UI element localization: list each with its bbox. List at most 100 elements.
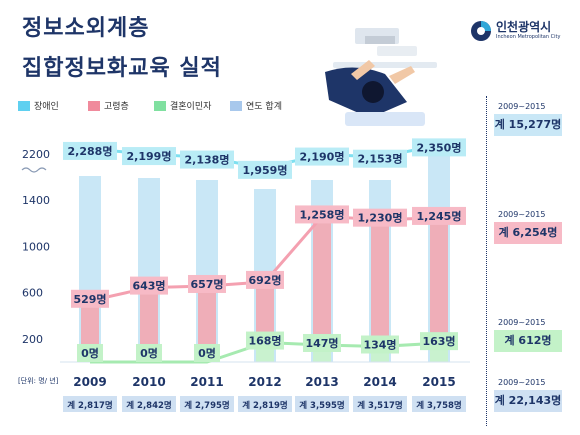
yearly-total-label: 계 2,819명 [242,400,288,411]
legend-label-disabled: 장애인 [34,102,59,112]
x-tick-label: 2015 [422,375,455,389]
summary-total: 계 15,277명 [494,114,562,136]
immigrant-data-label-bg [420,332,458,351]
elderly-bar [371,219,389,362]
elderly-data-label: 643명 [132,279,165,293]
x-tick-label: 2009 [73,375,106,389]
elderly-data-label-bg [412,206,466,225]
summary-period: 2009~2015 [498,318,546,327]
immigrant-data-label: 0명 [81,346,99,360]
disabled-data-label: 2,190명 [300,150,345,164]
immigrant-data-label: 0명 [198,346,216,360]
yearly-total-bg [412,396,466,412]
summary-column: 2009~2015 계 15,277명 2009~2015 계 6,254명 2009~… [490,0,580,435]
immigrant-data-label-bg [246,331,284,350]
page-title-line1: 정보소외계층 [22,16,150,41]
y-tick-label: 2200 [22,148,50,161]
yearly-total-label: 계 3,517명 [357,400,403,411]
yearly-total-bg [295,396,349,412]
logo-name: 인천광역시 [496,20,552,34]
disabled-data-label: 2,199명 [127,149,172,163]
y-tick-label: 1400 [22,194,50,207]
summary-total: 계 22,143명 [494,390,562,412]
disabled-data-label-bg [122,147,176,166]
yearly-total-label: 계 3,595명 [299,400,345,411]
legend-label-elderly: 고령층 [104,102,129,112]
x-tick-label: 2013 [305,375,338,389]
immigrant-data-label: 147명 [305,336,338,350]
y-tick-label: 600 [22,287,43,300]
immigrant-data-label: 168명 [248,334,281,348]
immigrant-data-label-bg [303,333,341,352]
summary-total: 계 612명 [494,330,562,352]
immigrant-data-label: 134명 [363,337,396,351]
x-tick-label: 2010 [132,375,165,389]
disabled-data-label: 2,288명 [68,144,113,158]
unit-label: [단위: 명/ 년] [18,376,59,385]
yearly-total-bg [180,396,234,412]
legend-swatch-disabled [18,101,30,111]
yearly-total-bg [238,396,292,412]
summary-period: 2009~2015 [498,102,546,111]
disabled-data-label-bg [353,149,407,168]
yearly-total-label: 계 2,795명 [184,400,230,411]
elderly-bar [430,217,448,362]
y-tick-label: 200 [22,333,43,346]
yearly-total-label: 계 2,842명 [126,400,172,411]
elderly-data-label: 692명 [248,273,281,287]
elderly-bar [140,287,158,362]
elderly-data-label-bg [71,289,109,308]
elderly-data-label-bg [130,276,168,295]
immigrant-data-label-bg [136,344,162,362]
elderly-data-label: 1,258명 [300,207,345,221]
elderly-data-label: 1,230명 [358,211,403,225]
x-tick-label: 2012 [248,375,281,389]
summary-total: 계 6,254명 [494,222,562,244]
legend-swatch-immigrant [154,101,166,111]
disabled-data-label: 2,138명 [185,153,230,167]
disabled-data-label-bg [412,138,466,157]
incheon-emblem-icon [471,21,491,41]
elderly-bar [313,216,331,362]
elderly-data-label: 1,245명 [417,209,462,223]
legend-swatch-elderly [88,101,100,111]
x-tick-label: 2014 [363,375,396,389]
logo-subtitle: Incheon Metropolitan City [496,34,561,40]
legend-label-total: 연도 합계 [246,102,282,112]
immigrant-data-label: 163명 [422,334,455,348]
chart-legend: 장애인 고령층 결혼이민자 연도 합계 [18,98,318,114]
summary-period: 2009~2015 [498,378,546,387]
disabled-data-label: 2,153명 [358,152,403,166]
elderly-data-label-bg [295,205,349,224]
yearly-total-bg [63,396,117,412]
disabled-data-label-bg [63,141,117,160]
yearly-total-bg [122,396,176,412]
summary-period: 2009~2015 [498,210,546,219]
summary-divider [486,96,487,426]
x-tick-label: 2011 [190,375,223,389]
immigrant-data-label-bg [194,344,220,362]
axis-break-mark [21,167,47,173]
city-logo: 인천광역시 Incheon Metropolitan City [470,18,570,48]
yearly-total-label: 계 2,817명 [67,400,113,411]
disabled-data-label: 1,959명 [243,163,288,177]
elderly-data-label-bg [246,270,284,289]
page-title-line2: 집합정보화교육 실적 [22,56,222,81]
immigrant-data-label: 0명 [140,346,158,360]
elderly-data-label: 529명 [73,292,106,306]
person-at-computer-illustration [325,28,437,126]
yearly-total-label: 계 3,758명 [416,400,462,411]
legend-swatch-total [230,101,242,111]
elderly-bar [198,285,216,362]
legend-label-immigrant: 결혼이민자 [170,102,212,112]
elderly-data-label-bg [353,208,407,227]
immigrant-data-label-bg [77,344,103,362]
chart-area: 200 600 1000 1400 2200 2,288명 2,199명 2,138명 1,95… [18,138,470,412]
elderly-data-label-bg [188,274,226,293]
disabled-data-label-bg [180,150,234,169]
disabled-data-label: 2,350명 [417,140,462,154]
y-tick-label: 1000 [22,240,50,253]
immigrant-data-label-bg [361,335,399,354]
elderly-data-label: 657명 [190,277,223,291]
